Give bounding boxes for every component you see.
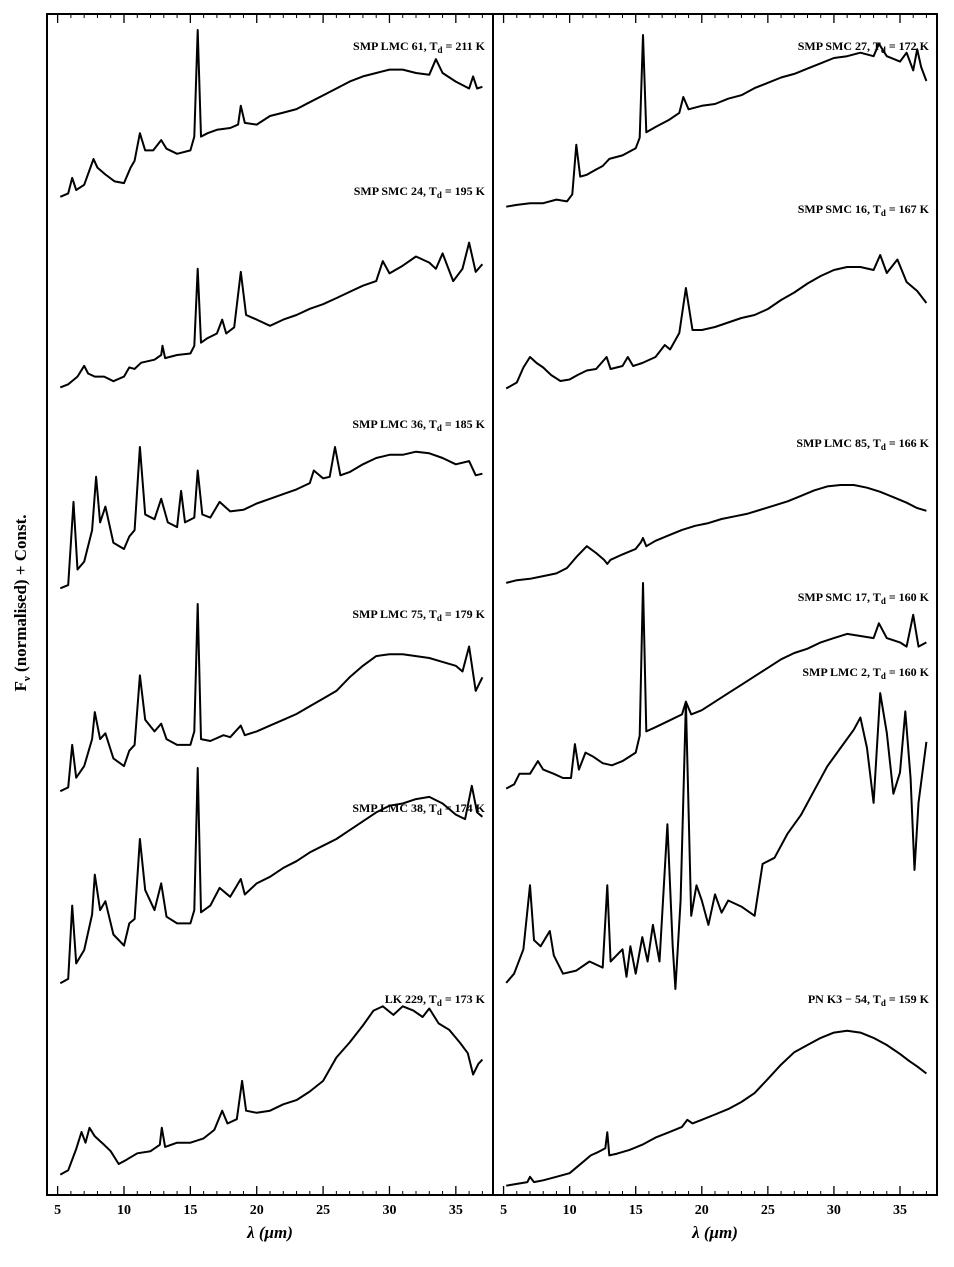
y-axis-label: Fν (normalised) + Const.: [11, 514, 33, 691]
x-tick-label: 15: [629, 1203, 643, 1218]
x-tick-label: 35: [449, 1203, 463, 1218]
x-tick-label: 15: [183, 1203, 197, 1218]
series-label: SMP SMC 16, Td = 167 K: [798, 202, 930, 218]
series-label: SMP LMC 38, Td = 174 K: [352, 801, 485, 817]
series-label: SMP LMC 61, Td = 211 K: [353, 39, 486, 55]
spectrum-line: [59, 29, 483, 198]
spectrum-right-3: SMP LMC 85, Td = 166 K: [505, 436, 930, 584]
spectrum-left-6: LK 229, Td = 173 K: [59, 992, 486, 1176]
x-tick-label: 5: [54, 1203, 61, 1218]
x-tick-label: 10: [563, 1203, 577, 1218]
spectrum-line: [59, 241, 484, 389]
spectrum-line: [59, 446, 483, 590]
x-tick-label: 5: [500, 1203, 507, 1218]
x-tick-label: 30: [827, 1203, 841, 1218]
x-axis-left: 5 10 15 20 25 30 35: [54, 14, 483, 1218]
spectrum-right-1: SMP SMC 27, Td = 172 K: [506, 34, 930, 208]
panels: 5 10 15 20 25 30 35 λ (μm) SMP LMC 61, Td = 211 …: [46, 13, 938, 1242]
series-label: SMP LMC 85, Td = 166 K: [796, 436, 929, 452]
spectrum-line: [59, 767, 484, 985]
spectrum-right-4: SMP SMC 17, Td = 160 K: [505, 582, 930, 790]
spectrum-line: [59, 603, 484, 793]
x-axis-label: λ (μm): [246, 1223, 293, 1242]
spectrum-left-1: SMP LMC 61, Td = 211 K: [59, 29, 486, 198]
series-label: SMP SMC 17, Td = 160 K: [798, 590, 930, 606]
spectrum-left-4: SMP LMC 75, Td = 179 K: [59, 603, 486, 793]
spectrum-line: [506, 34, 928, 208]
series-label: SMP LMC 2, Td = 160 K: [802, 665, 929, 681]
x-axis-right: 5 10 15 20 25 30 35: [500, 14, 927, 1218]
series-label: PN K3 − 54, Td = 159 K: [808, 992, 930, 1008]
panel-right: 5 10 15 20 25 30 35 λ (μm) SMP SMC 27, Td = 172 …: [492, 13, 938, 1242]
x-tick-label: 25: [316, 1203, 330, 1218]
spectrum-line: [59, 1005, 484, 1176]
x-tick-label: 20: [695, 1203, 709, 1218]
spectrum-right-2: SMP SMC 16, Td = 167 K: [505, 202, 930, 390]
x-tick-label: 10: [117, 1203, 131, 1218]
spectrum-line: [505, 692, 928, 990]
x-tick-label: 25: [761, 1203, 775, 1218]
spectrum-line: [505, 484, 927, 584]
spectrum-left-3: SMP LMC 36, Td = 185 K: [59, 417, 486, 590]
series-label: SMP LMC 36, Td = 185 K: [352, 417, 485, 433]
spectrum-right-5: SMP LMC 2, Td = 160 K: [505, 665, 930, 990]
spectrum-left-5: SMP LMC 38, Td = 174 K: [59, 767, 486, 985]
series-label: SMP LMC 75, Td = 179 K: [352, 607, 485, 623]
spectrum-line: [505, 582, 927, 790]
series-label: SMP SMC 27, Td = 172 K: [798, 39, 930, 55]
spectrum-left-2: SMP SMC 24, Td = 195 K: [59, 184, 486, 389]
x-axis-label: λ (μm): [691, 1223, 738, 1242]
x-tick-label: 35: [893, 1203, 907, 1218]
spectrum-line: [505, 254, 928, 390]
spectrum-line: [506, 1029, 928, 1187]
spectrum-right-6: PN K3 − 54, Td = 159 K: [506, 992, 930, 1187]
x-tick-label: 20: [250, 1203, 264, 1218]
panel-left: 5 10 15 20 25 30 35 λ (μm) SMP LMC 61, Td = 211 …: [46, 13, 494, 1242]
x-tick-label: 30: [382, 1203, 396, 1218]
series-label: LK 229, Td = 173 K: [385, 992, 486, 1008]
series-label: SMP SMC 24, Td = 195 K: [354, 184, 486, 200]
